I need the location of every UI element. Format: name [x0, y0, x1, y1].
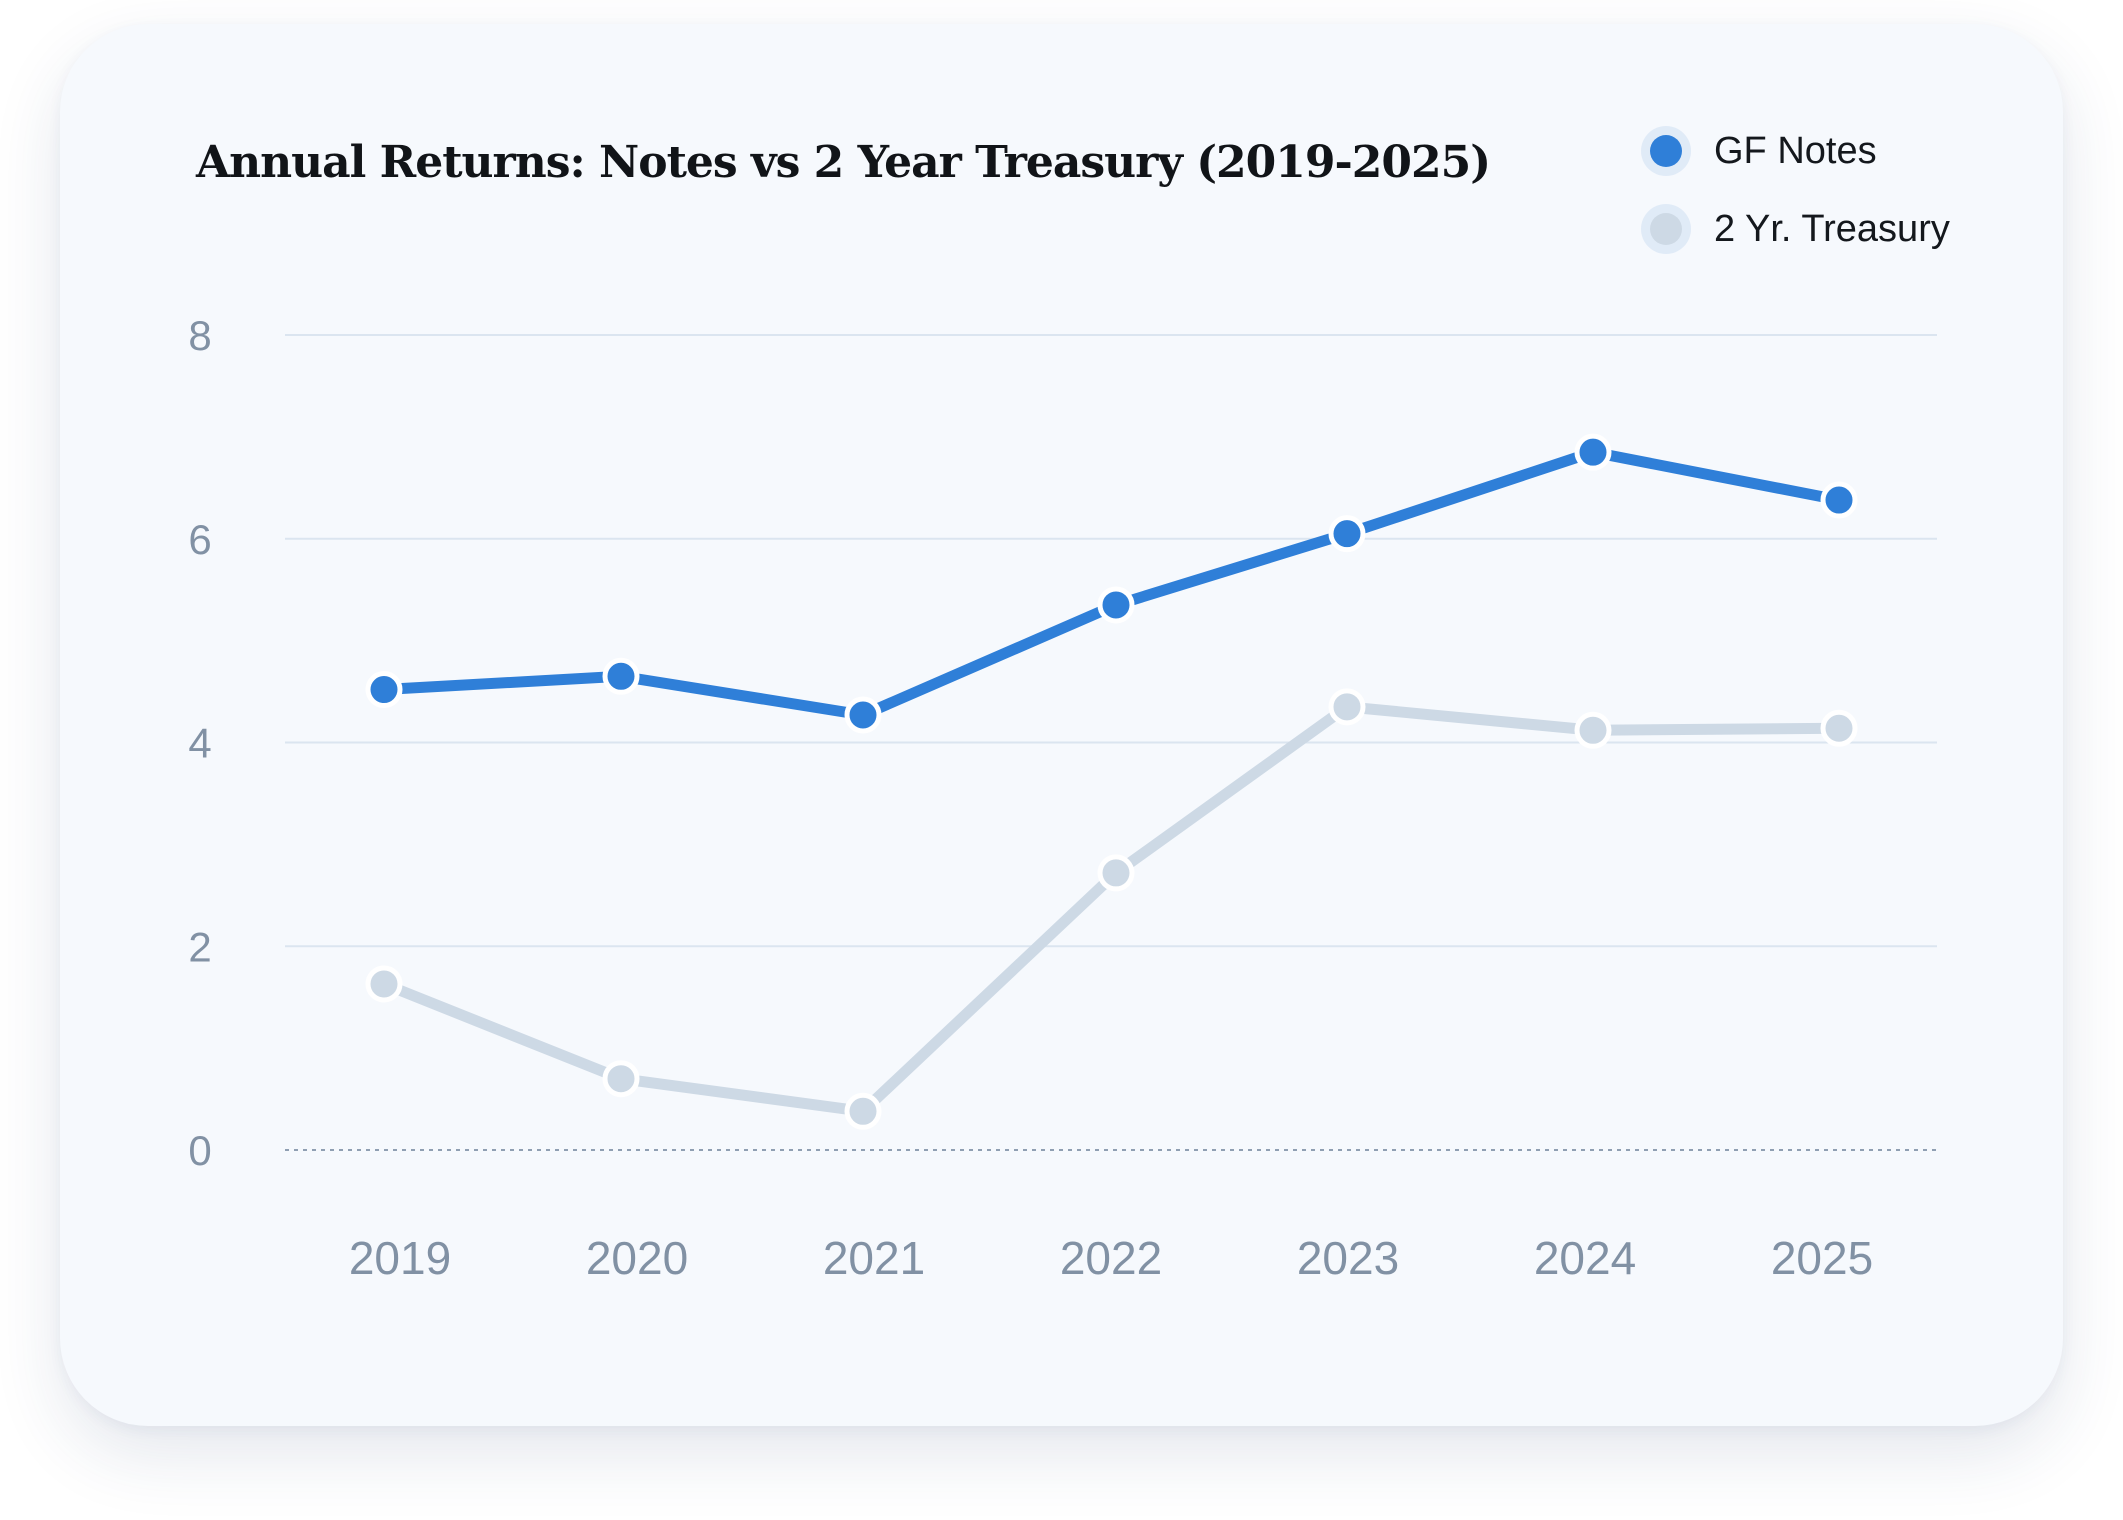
x-tick-label: 2025	[1771, 1232, 1873, 1284]
data-point-gf-notes	[602, 657, 640, 695]
legend-item-gf-notes: GF Notes	[1640, 112, 1950, 190]
data-point-2yr-treasury	[1097, 854, 1135, 892]
legend-label-gf-notes: GF Notes	[1714, 129, 1877, 172]
x-tick-label: 2024	[1534, 1232, 1636, 1284]
data-point-gf-notes	[844, 696, 882, 734]
data-point-2yr-treasury	[365, 965, 403, 1003]
data-point-gf-notes	[1328, 515, 1366, 553]
y-tick-label: 8	[188, 312, 211, 359]
series-line-2yr-treasury	[378, 701, 1845, 1117]
y-tick-label: 0	[188, 1127, 211, 1174]
data-point-2yr-treasury	[1574, 711, 1612, 749]
data-point-2yr-treasury	[1820, 709, 1858, 747]
y-tick-label: 4	[188, 720, 211, 767]
legend-swatch-2yr-treasury	[1650, 213, 1682, 245]
chart-legend: GF Notes 2 Yr. Treasury	[1640, 112, 1950, 268]
y-tick-label: 6	[188, 516, 211, 563]
data-point-gf-notes	[365, 671, 403, 709]
data-point-gf-notes	[1574, 433, 1612, 471]
legend-item-2yr-treasury: 2 Yr. Treasury	[1640, 190, 1950, 268]
legend-label-2yr-treasury: 2 Yr. Treasury	[1714, 207, 1950, 250]
series-line-gf-notes	[378, 446, 1845, 721]
y-tick-label: 2	[188, 923, 211, 970]
chart-title: Annual Returns: Notes vs 2 Year Treasury…	[196, 137, 1491, 188]
data-point-gf-notes	[1097, 586, 1135, 624]
x-tick-label: 2021	[823, 1232, 925, 1284]
data-point-gf-notes	[1820, 481, 1858, 519]
x-tick-label: 2019	[349, 1232, 451, 1284]
data-point-2yr-treasury	[1328, 688, 1366, 726]
x-tick-label: 2022	[1060, 1232, 1162, 1284]
data-point-2yr-treasury	[602, 1060, 640, 1098]
legend-swatch-gf-notes	[1650, 135, 1682, 167]
x-tick-label: 2020	[586, 1232, 688, 1284]
x-tick-label: 2023	[1297, 1232, 1399, 1284]
data-point-2yr-treasury	[844, 1092, 882, 1130]
